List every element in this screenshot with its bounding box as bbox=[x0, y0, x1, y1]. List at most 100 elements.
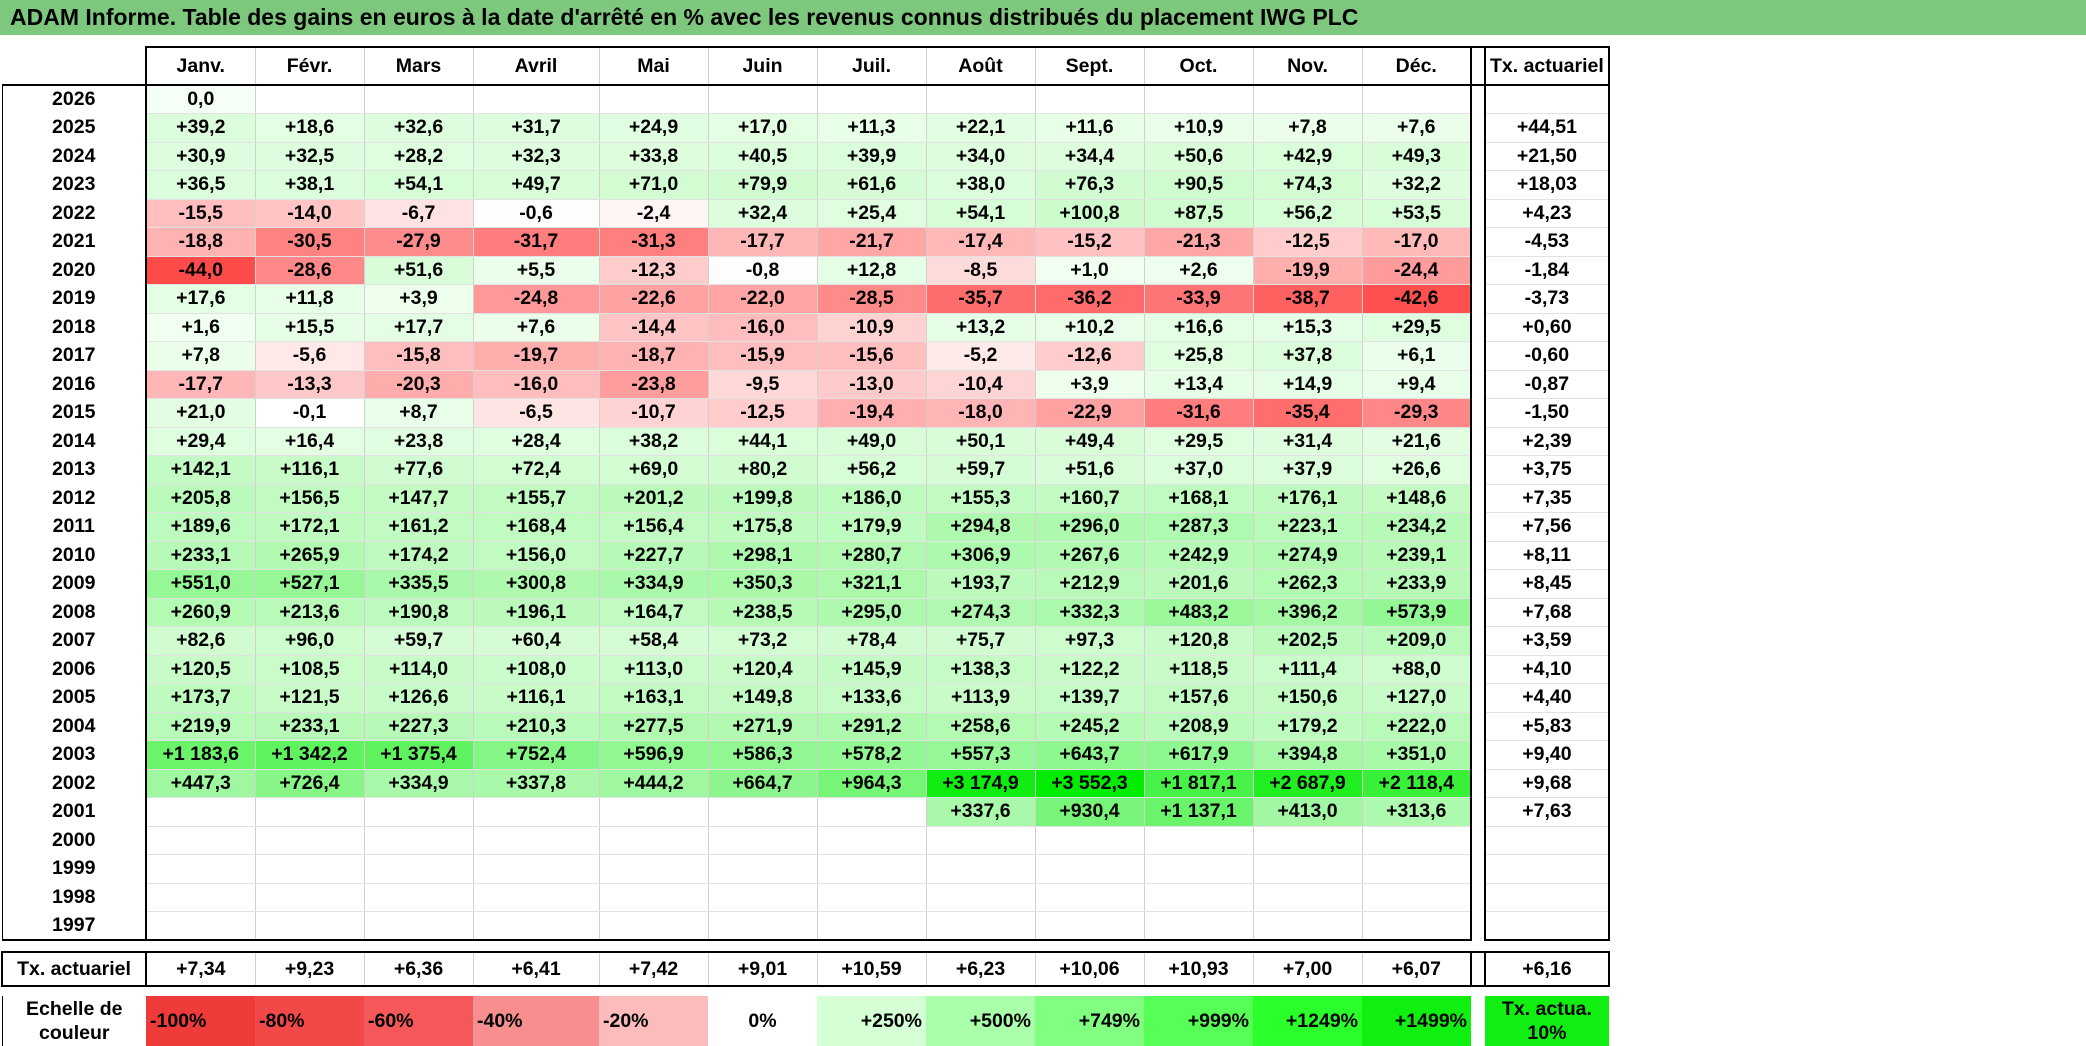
gap-cell bbox=[1471, 313, 1485, 342]
gain-cell: -6,7 bbox=[363, 199, 474, 228]
gain-cell bbox=[1252, 85, 1363, 114]
color-scale-swatch: -100% bbox=[146, 996, 255, 1046]
annual-rate-cell: +4,10 bbox=[1484, 655, 1610, 684]
gain-cell: +193,7 bbox=[925, 569, 1036, 599]
gain-cell: +49,7 bbox=[472, 170, 600, 200]
color-scale-swatch: +500% bbox=[926, 996, 1035, 1046]
gain-cell bbox=[363, 911, 474, 941]
gain-cell: -5,6 bbox=[254, 341, 365, 371]
gain-cell: +24,9 bbox=[598, 113, 709, 143]
gap-cell bbox=[1471, 427, 1485, 456]
gain-cell: +23,8 bbox=[363, 427, 474, 456]
gain-cell: +300,8 bbox=[472, 569, 600, 599]
gain-cell: +18,6 bbox=[254, 113, 365, 143]
gain-cell: +190,8 bbox=[363, 598, 474, 627]
gain-cell: +227,3 bbox=[363, 712, 474, 741]
gains-table: Janv. Févr. Mars Avril Mai Juin Juil. Août Sept.… bbox=[1, 46, 1610, 1046]
gain-cell: +9,4 bbox=[1361, 370, 1472, 399]
gain-cell: +155,3 bbox=[925, 484, 1036, 513]
gain-cell: +260,9 bbox=[145, 598, 256, 627]
gain-cell: +586,3 bbox=[707, 740, 818, 770]
gap-cell bbox=[1471, 284, 1485, 313]
gap-cell bbox=[1471, 46, 1485, 86]
gain-cell: +208,9 bbox=[1143, 712, 1254, 741]
gain-cell bbox=[925, 85, 1036, 114]
gain-cell: +13,4 bbox=[1143, 370, 1254, 399]
gain-cell: +16,6 bbox=[1143, 313, 1254, 342]
gain-cell: -10,4 bbox=[925, 370, 1036, 399]
gain-cell bbox=[254, 854, 365, 884]
table-row: 2020 -44,0 -28,6 +51,6 +5,5 -12,3 -0,8 +12,8 -8,… bbox=[1, 256, 1610, 285]
gain-cell: +7,6 bbox=[1361, 113, 1472, 143]
gain-cell: +7,8 bbox=[1252, 113, 1363, 143]
gap-cell bbox=[1471, 951, 1485, 987]
gain-cell: -24,8 bbox=[472, 284, 600, 314]
color-scale-swatch: -20% bbox=[599, 996, 708, 1046]
table-row: 1997 bbox=[1, 911, 1610, 941]
gain-cell: -36,2 bbox=[1034, 284, 1145, 314]
year-label: 2003 bbox=[1, 740, 146, 769]
gain-cell: +72,4 bbox=[472, 455, 600, 485]
gain-cell: -19,4 bbox=[816, 398, 927, 428]
table-row: 2006 +120,5 +108,5 +114,0 +108,0 +113,0 +120,4… bbox=[1, 655, 1610, 684]
gain-cell: +156,5 bbox=[254, 484, 365, 513]
average-cell: +6,23 bbox=[925, 951, 1036, 987]
year-label: 2011 bbox=[1, 512, 146, 541]
gain-cell: +37,0 bbox=[1143, 455, 1254, 485]
gain-cell: -15,5 bbox=[145, 199, 256, 228]
gap-cell bbox=[1471, 740, 1485, 769]
gain-cell: +444,2 bbox=[598, 769, 709, 798]
gain-cell: +1 342,2 bbox=[254, 740, 365, 770]
annual-rate-cell bbox=[1484, 854, 1610, 884]
table-row: 2008 +260,9 +213,6 +190,8 +196,1 +164,7 +238,5… bbox=[1, 598, 1610, 627]
gain-cell: +413,0 bbox=[1252, 797, 1363, 827]
average-cell: +7,34 bbox=[145, 951, 256, 987]
gain-cell: +664,7 bbox=[707, 769, 818, 798]
gain-cell: -30,5 bbox=[254, 227, 365, 257]
gain-cell: +2,6 bbox=[1143, 256, 1254, 285]
gain-cell: -21,7 bbox=[816, 227, 927, 257]
gain-cell bbox=[1034, 826, 1145, 855]
gain-cell: +643,7 bbox=[1034, 740, 1145, 770]
annual-rate-cell: +7,56 bbox=[1484, 512, 1610, 542]
gain-cell: -35,4 bbox=[1252, 398, 1363, 428]
gain-cell: -18,7 bbox=[598, 341, 709, 371]
gain-cell: +29,4 bbox=[145, 427, 256, 456]
gain-cell: +5,5 bbox=[472, 256, 600, 285]
table-row: 2002 +447,3 +726,4 +334,9 +337,8 +444,2 +664,7… bbox=[1, 769, 1610, 798]
gap-cell bbox=[1471, 626, 1485, 655]
annual-rate-cell: +44,51 bbox=[1484, 113, 1610, 143]
gain-cell: -42,6 bbox=[1361, 284, 1472, 314]
annual-rate-cell: +3,75 bbox=[1484, 455, 1610, 485]
gain-cell: +298,1 bbox=[707, 541, 818, 570]
gain-cell: +114,0 bbox=[363, 655, 474, 684]
gain-cell: +39,2 bbox=[145, 113, 256, 143]
color-scale-swatch: +250% bbox=[817, 996, 926, 1046]
month-header: Août bbox=[925, 46, 1036, 86]
gain-cell: +32,5 bbox=[254, 142, 365, 171]
gain-cell: +280,7 bbox=[816, 541, 927, 570]
gain-cell: +242,9 bbox=[1143, 541, 1254, 570]
gain-cell: +163,1 bbox=[598, 683, 709, 713]
gap-cell bbox=[1471, 142, 1485, 171]
gain-cell: +306,9 bbox=[925, 541, 1036, 570]
gain-cell: +54,1 bbox=[925, 199, 1036, 228]
gain-cell: +38,0 bbox=[925, 170, 1036, 200]
gain-cell bbox=[1252, 911, 1363, 941]
gain-cell: +196,1 bbox=[472, 598, 600, 627]
gain-cell: +32,3 bbox=[472, 142, 600, 171]
gain-cell: +32,6 bbox=[363, 113, 474, 143]
gain-cell: +96,0 bbox=[254, 626, 365, 656]
gap-cell bbox=[1471, 170, 1485, 199]
gain-cell: +726,4 bbox=[254, 769, 365, 798]
gain-cell: +22,1 bbox=[925, 113, 1036, 143]
gain-cell bbox=[816, 826, 927, 855]
year-label: 2020 bbox=[1, 256, 146, 285]
gain-cell: +3,9 bbox=[363, 284, 474, 314]
gain-cell: +21,6 bbox=[1361, 427, 1472, 456]
gain-cell: +201,6 bbox=[1143, 569, 1254, 599]
annual-rate-cell: -1,50 bbox=[1484, 398, 1610, 428]
table-row: 2024 +30,9 +32,5 +28,2 +32,3 +33,8 +40,5 +39,9 +… bbox=[1, 142, 1610, 171]
year-label: 2018 bbox=[1, 313, 146, 342]
year-label: 2022 bbox=[1, 199, 146, 228]
